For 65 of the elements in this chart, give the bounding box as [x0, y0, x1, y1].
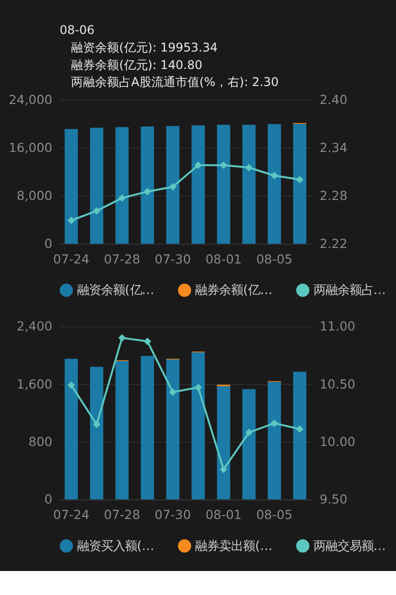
point — [68, 381, 75, 389]
legend-label: 两融余额占… — [313, 282, 386, 298]
point — [169, 183, 177, 191]
y-tick-label: 16,000 — [8, 140, 52, 155]
x-tick-label: 07-30 — [154, 251, 192, 266]
bar — [242, 389, 256, 500]
text: 融券余额(亿元): 140.80 — [71, 58, 202, 72]
y-tick-label: 0 — [44, 236, 52, 252]
y2-tick-label: 2.28 — [320, 188, 348, 203]
bar — [90, 366, 104, 500]
text: 08-06 — [60, 23, 94, 38]
x-tick-label: 07-30 — [154, 507, 192, 522]
point — [144, 188, 152, 196]
x-tick-label: 08-01 — [205, 251, 242, 266]
bar — [166, 360, 180, 500]
point — [194, 384, 202, 392]
bar — [268, 382, 281, 500]
y2-tick-label: 2.22 — [320, 236, 348, 252]
y2-tick-label: 10.00 — [320, 434, 356, 450]
y-tick-label: 0 — [44, 492, 52, 507]
point — [296, 176, 304, 184]
point — [92, 207, 100, 215]
bar — [115, 360, 129, 500]
y2-tick-label: 2.40 — [320, 92, 348, 107]
x-tick-label: 08-05 — [256, 251, 292, 266]
x-tick-label: 08-01 — [205, 507, 242, 522]
text: 两融余额占A股流通市值(%，右): 2.30 — [71, 75, 279, 90]
y2-tick-label: 2.34 — [320, 140, 348, 155]
y-tick-label: 800 — [28, 434, 52, 450]
legend-label: 两融交易额… — [313, 538, 386, 553]
y2-tick-label: 11.00 — [320, 318, 356, 334]
bar — [192, 352, 205, 500]
legend-label: 融券卖出额(… — [195, 538, 272, 553]
point — [68, 216, 75, 224]
text: 融资余额(亿元): 19953.34 — [71, 40, 218, 54]
point — [220, 466, 228, 474]
y-tick-label: 8,000 — [16, 188, 52, 203]
legend-label: 融券余额(亿… — [195, 282, 272, 298]
bar — [140, 356, 154, 500]
y-tick-label: 1,600 — [16, 376, 52, 392]
legend-label: 融资买入额(… — [76, 538, 154, 553]
point — [245, 428, 253, 436]
x-tick-label: 07-28 — [104, 251, 140, 266]
y2-tick-label: 9.50 — [320, 492, 348, 507]
bar — [216, 386, 230, 500]
point — [118, 194, 126, 202]
bar — [64, 358, 78, 500]
bar — [293, 372, 306, 500]
point — [92, 420, 100, 428]
point — [194, 161, 202, 169]
point — [118, 334, 126, 342]
point — [169, 388, 177, 396]
point — [220, 161, 228, 169]
y-tick-label: 24,000 — [8, 92, 52, 107]
x-tick-label: 07-28 — [104, 507, 140, 522]
y-tick-label: 2,400 — [16, 318, 52, 334]
x-tick-label: 07-24 — [53, 507, 90, 522]
point — [144, 338, 152, 346]
x-tick-label: 07-24 — [53, 251, 90, 266]
legend-label: 融资余额(亿… — [76, 282, 154, 298]
point — [245, 164, 253, 172]
point — [270, 172, 278, 180]
x-tick-label: 08-05 — [256, 507, 292, 522]
y2-tick-label: 10.50 — [320, 376, 356, 392]
point — [270, 420, 278, 427]
